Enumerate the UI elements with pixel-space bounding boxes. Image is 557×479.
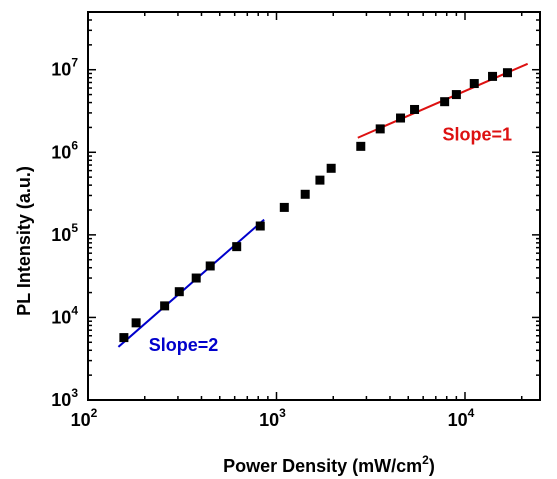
y-tick-label: 107	[51, 56, 78, 80]
y-axis-title: PL Intensity (a.u.)	[14, 166, 34, 316]
y-tick-label-exp: 5	[71, 221, 78, 235]
data-point	[232, 242, 242, 252]
x-tick-label-exp: 2	[91, 406, 98, 420]
data-point	[396, 113, 406, 123]
x-axis-title-main: Power Density (mW/cm	[223, 456, 422, 476]
x-tick-label-exp: 3	[279, 406, 286, 420]
data-point	[160, 301, 170, 311]
fit-lines	[117, 62, 529, 348]
x-axis-title: Power Density (mW/cm2)	[223, 453, 435, 476]
data-point	[469, 79, 479, 89]
data-point	[255, 221, 265, 231]
data-point	[356, 141, 366, 151]
x-tick-label: 102	[71, 406, 98, 430]
x-tick-label-base: 10	[71, 410, 91, 430]
y-tick-label: 103	[51, 386, 78, 410]
data-point	[410, 104, 420, 114]
x-axis-title-sup: 2	[422, 453, 429, 467]
data-point	[502, 68, 512, 78]
y-tick-label-exp: 4	[71, 303, 78, 317]
data-point	[119, 333, 129, 343]
y-tick-label-exp: 6	[71, 138, 78, 152]
data-point	[174, 287, 184, 297]
data-point	[205, 261, 215, 271]
plot-frame	[87, 11, 541, 401]
fit-line-slope-2	[117, 218, 265, 348]
plot-border	[87, 11, 541, 401]
data-points	[119, 68, 512, 343]
axis-ticks	[87, 11, 540, 401]
x-tick-label-exp: 4	[468, 406, 475, 420]
y-tick-label-exp: 3	[71, 386, 78, 400]
data-point	[375, 124, 385, 134]
data-point	[191, 273, 201, 283]
data-point	[279, 202, 289, 212]
y-tick-label: 106	[51, 138, 78, 162]
y-tick-label-base: 10	[51, 60, 71, 80]
y-tick-label-base: 10	[51, 390, 71, 410]
slope-2-label: Slope=2	[149, 335, 219, 355]
y-tick-label-base: 10	[51, 225, 71, 245]
slope-1-label: Slope=1	[443, 125, 513, 145]
x-tick-label-base: 10	[259, 410, 279, 430]
y-tick-label-base: 10	[51, 307, 71, 327]
data-point	[488, 71, 498, 81]
data-point	[440, 97, 450, 107]
data-point	[300, 189, 310, 199]
y-tick-label: 105	[51, 221, 78, 245]
x-tick-label: 104	[448, 406, 475, 430]
slope-annotations: Slope=2 Slope=1	[149, 125, 512, 355]
y-tick-label-exp: 7	[71, 56, 78, 70]
data-point	[315, 175, 325, 185]
x-tick-label-base: 10	[448, 410, 468, 430]
x-tick-label: 103	[259, 406, 286, 430]
data-point	[131, 318, 141, 328]
y-tick-label-base: 10	[51, 142, 71, 162]
x-axis-title-end: )	[429, 456, 435, 476]
data-point	[451, 90, 461, 100]
y-tick-label: 104	[51, 303, 78, 327]
data-point	[326, 163, 336, 173]
